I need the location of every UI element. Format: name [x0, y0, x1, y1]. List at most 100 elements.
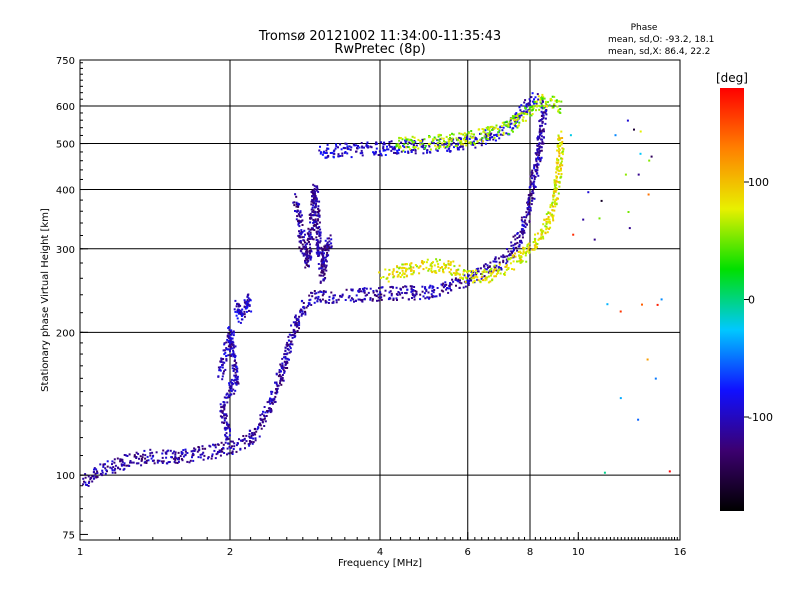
data-point: [438, 293, 441, 296]
data-point: [452, 260, 455, 263]
data-point: [445, 288, 448, 291]
data-point: [524, 247, 526, 250]
data-point: [280, 367, 283, 369]
data-point: [546, 227, 549, 230]
data-point: [361, 151, 364, 154]
data-point: [530, 193, 533, 195]
data-point: [547, 101, 549, 104]
data-point: [319, 298, 322, 301]
data-point: [233, 392, 236, 395]
data-point: [312, 194, 315, 197]
data-point: [327, 154, 330, 157]
data-point: [143, 449, 146, 452]
data-point: [322, 274, 325, 277]
data-point: [476, 270, 479, 273]
data-point: [538, 104, 541, 107]
data-point: [503, 273, 506, 275]
data-point: [458, 281, 461, 284]
data-point: [525, 260, 528, 263]
data-point: [116, 457, 119, 460]
data-point: [424, 297, 427, 300]
data-point: [558, 170, 561, 172]
data-point: [203, 454, 206, 457]
data-point: [294, 322, 297, 325]
data-point: [230, 333, 233, 336]
x-axis-label: Frequency [MHz]: [338, 558, 422, 569]
data-point: [312, 192, 315, 195]
data-point: [340, 148, 343, 151]
data-point: [560, 157, 562, 160]
data-point: [448, 143, 451, 146]
data-point: [280, 370, 282, 373]
data-point: [402, 144, 404, 147]
data-point: [93, 468, 95, 471]
data-point: [363, 146, 365, 149]
data-point: [444, 266, 447, 269]
data-point: [555, 171, 558, 174]
data-point: [560, 173, 563, 175]
data-point: [560, 100, 563, 103]
data-point: [516, 125, 519, 128]
data-point: [318, 267, 321, 270]
data-point: [519, 252, 522, 254]
data-point: [263, 417, 266, 420]
data-point: [284, 357, 287, 360]
data-point: [87, 482, 90, 484]
data-point: [328, 295, 331, 298]
data-point: [230, 385, 233, 388]
data-point: [311, 210, 314, 213]
data-point: [513, 116, 516, 119]
data-point: [404, 150, 407, 153]
data-point: [533, 165, 536, 168]
data-point: [473, 277, 475, 280]
data-point: [229, 348, 232, 350]
data-point: [314, 297, 317, 300]
data-point: [247, 443, 250, 446]
data-point: [309, 231, 312, 234]
data-point: [104, 463, 106, 466]
data-point: [323, 264, 326, 267]
data-point: [448, 283, 451, 286]
data-point: [557, 135, 560, 138]
data-point: [319, 237, 322, 240]
data-point: [291, 343, 294, 346]
data-point: [232, 379, 235, 382]
data-point: [223, 413, 226, 416]
data-point: [505, 262, 508, 265]
data-point: [308, 294, 311, 297]
data-point: [475, 137, 478, 140]
data-point: [315, 185, 318, 188]
data-point: [525, 251, 527, 254]
data-point: [517, 117, 520, 120]
data-point: [540, 115, 543, 117]
data-point: [553, 179, 556, 182]
data-point: [190, 450, 193, 453]
data-point: [300, 314, 303, 317]
data-point: [479, 138, 482, 141]
data-point: [464, 276, 467, 279]
data-point: [254, 437, 257, 440]
data-point: [423, 292, 426, 295]
data-point: [497, 128, 499, 130]
data-point: [389, 286, 392, 289]
data-point: [555, 99, 558, 102]
data-point: [402, 149, 405, 152]
data-point: [521, 228, 524, 231]
data-point: [315, 292, 318, 295]
data-point: [399, 272, 401, 275]
data-point: [384, 268, 387, 271]
data-point: [501, 129, 504, 132]
data-point: [425, 288, 428, 291]
data-point: [311, 214, 314, 217]
data-point: [532, 102, 535, 105]
data-point: [226, 422, 229, 425]
data-point: [582, 218, 585, 221]
data-point: [428, 268, 431, 271]
data-point: [391, 273, 394, 276]
data-point: [147, 459, 150, 462]
data-point: [534, 96, 537, 99]
data-point: [224, 428, 227, 431]
data-point: [229, 339, 232, 342]
data-point: [171, 452, 174, 455]
data-point: [317, 295, 320, 298]
